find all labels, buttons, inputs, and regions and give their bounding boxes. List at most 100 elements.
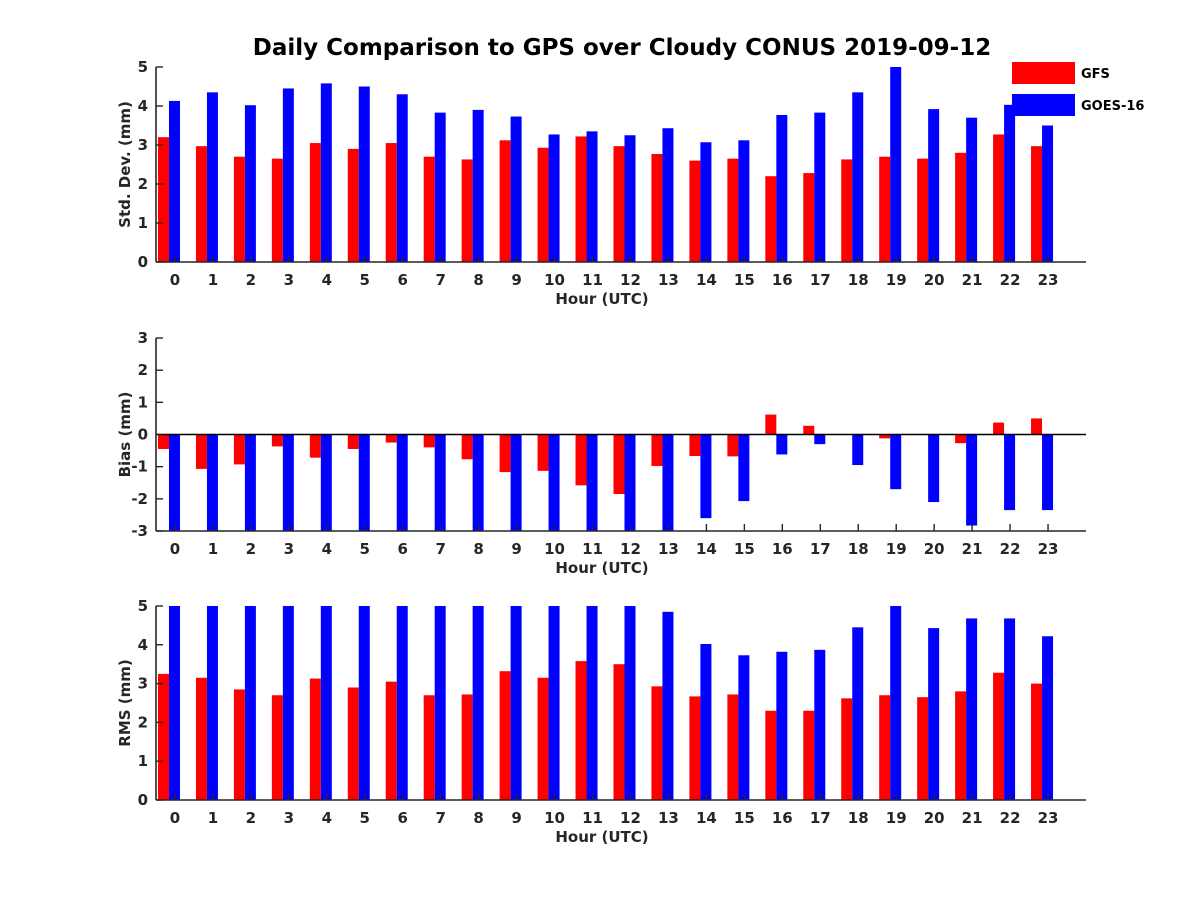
bar-goes16-hour-17 (814, 434, 826, 445)
bar-gfs-hour-2 (233, 156, 245, 262)
x-tick-label: 20 (924, 271, 945, 289)
x-tick-label: 23 (1038, 540, 1059, 558)
y-tick-label: 3 (138, 675, 148, 693)
bar-goes16-hour-14 (700, 142, 712, 262)
bar-goes16-hour-12 (624, 434, 636, 531)
bar-goes16-hour-6 (396, 94, 408, 262)
bar-gfs-hour-1 (195, 434, 207, 469)
bar-goes16-hour-17 (814, 112, 826, 262)
bar-goes16-hour-5 (358, 606, 370, 800)
bar-goes16-hour-0 (168, 606, 180, 800)
bar-gfs-hour-5 (347, 148, 359, 262)
bar-goes16-hour-6 (396, 606, 408, 800)
x-tick-label: 0 (170, 540, 180, 558)
bar-gfs-hour-4 (309, 678, 321, 800)
bar-goes16-hour-2 (244, 606, 256, 800)
bar-goes16-hour-10 (548, 434, 560, 531)
bar-goes16-hour-16 (776, 114, 788, 262)
bar-gfs-hour-22 (993, 672, 1005, 800)
bar-gfs-hour-11 (575, 434, 587, 486)
bar-gfs-hour-7 (423, 434, 435, 448)
x-tick-label: 8 (473, 271, 483, 289)
bar-gfs-hour-17 (803, 710, 815, 800)
bar-goes16-hour-8 (472, 109, 484, 263)
bar-gfs-hour-0 (157, 137, 169, 262)
x-tick-label: 15 (734, 271, 755, 289)
bar-gfs-hour-10 (537, 434, 549, 471)
x-tick-label: 22 (1000, 271, 1021, 289)
bar-goes16-hour-11 (586, 434, 598, 531)
x-tick-label: 13 (658, 809, 679, 827)
x-tick-label: 16 (772, 271, 793, 289)
bar-gfs-hour-1 (195, 677, 207, 800)
x-tick-label: 14 (696, 540, 717, 558)
y-tick-label: 1 (138, 393, 148, 411)
y-tick-label: 2 (138, 175, 148, 193)
x-tick-label: 17 (810, 809, 831, 827)
bar-goes16-hour-21 (966, 618, 978, 800)
x-tick-label: 10 (544, 271, 565, 289)
bar-gfs-hour-17 (803, 173, 815, 262)
x-tick-label: 4 (322, 540, 332, 558)
x-tick-label: 10 (544, 540, 565, 558)
bar-goes16-hour-2 (244, 434, 256, 531)
bar-gfs-hour-14 (689, 160, 701, 262)
bar-goes16-hour-3 (282, 434, 294, 531)
bar-gfs-hour-5 (347, 434, 359, 449)
bar-gfs-hour-16 (765, 176, 777, 262)
legend-label-gfs: GFS (1081, 67, 1110, 82)
x-tick-label: 14 (696, 271, 717, 289)
bar-gfs-hour-8 (461, 694, 473, 800)
x-tick-label: 20 (924, 540, 945, 558)
bar-gfs-hour-7 (423, 695, 435, 800)
bar-gfs-hour-4 (309, 143, 321, 262)
y-axis-label: RMS (mm) (116, 659, 134, 746)
x-tick-label: 22 (1000, 809, 1021, 827)
y-tick-label: 1 (138, 214, 148, 232)
x-tick-label: 17 (810, 540, 831, 558)
bar-goes16-hour-20 (928, 628, 940, 800)
x-tick-label: 13 (658, 540, 679, 558)
bar-goes16-hour-4 (320, 83, 332, 262)
bar-gfs-hour-15 (727, 158, 739, 262)
bar-goes16-hour-20 (928, 109, 940, 263)
bar-goes16-hour-9 (510, 434, 522, 531)
bar-gfs-hour-11 (575, 136, 587, 262)
bar-goes16-hour-12 (624, 606, 636, 800)
x-tick-label: 1 (208, 540, 218, 558)
x-tick-label: 18 (848, 540, 869, 558)
bar-gfs-hour-12 (613, 664, 625, 800)
bar-gfs-hour-6 (385, 434, 397, 443)
x-tick-label: 23 (1038, 809, 1059, 827)
bar-gfs-hour-11 (575, 661, 587, 800)
bar-goes16-hour-1 (206, 434, 218, 531)
legend-swatch-goes16 (1012, 94, 1075, 116)
bar-goes16-hour-8 (472, 606, 484, 800)
bar-goes16-hour-0 (168, 100, 180, 263)
bar-goes16-hour-9 (510, 116, 522, 262)
x-tick-label: 7 (435, 271, 445, 289)
x-tick-label: 21 (962, 271, 983, 289)
y-tick-label: 5 (138, 58, 148, 76)
bar-gfs-hour-13 (651, 686, 663, 800)
y-tick-label: 2 (138, 713, 148, 731)
x-tick-label: 9 (511, 809, 521, 827)
bar-goes16-hour-23 (1042, 434, 1054, 511)
bar-gfs-hour-22 (993, 422, 1005, 435)
bar-goes16-hour-5 (358, 434, 370, 531)
x-tick-label: 5 (360, 540, 370, 558)
legend-label-goes16: GOES-16 (1081, 99, 1144, 114)
x-tick-label: 18 (848, 271, 869, 289)
y-tick-label: 0 (138, 426, 148, 444)
x-tick-label: 12 (620, 540, 641, 558)
x-tick-label: 12 (620, 809, 641, 827)
x-tick-label: 2 (246, 809, 256, 827)
bar-goes16-hour-19 (890, 434, 902, 490)
bar-gfs-hour-23 (1031, 146, 1043, 262)
y-tick-label: -3 (131, 522, 148, 540)
x-tick-label: 11 (582, 809, 603, 827)
x-tick-label: 6 (398, 271, 408, 289)
y-tick-label: 5 (138, 597, 148, 615)
bar-goes16-hour-11 (586, 131, 598, 262)
